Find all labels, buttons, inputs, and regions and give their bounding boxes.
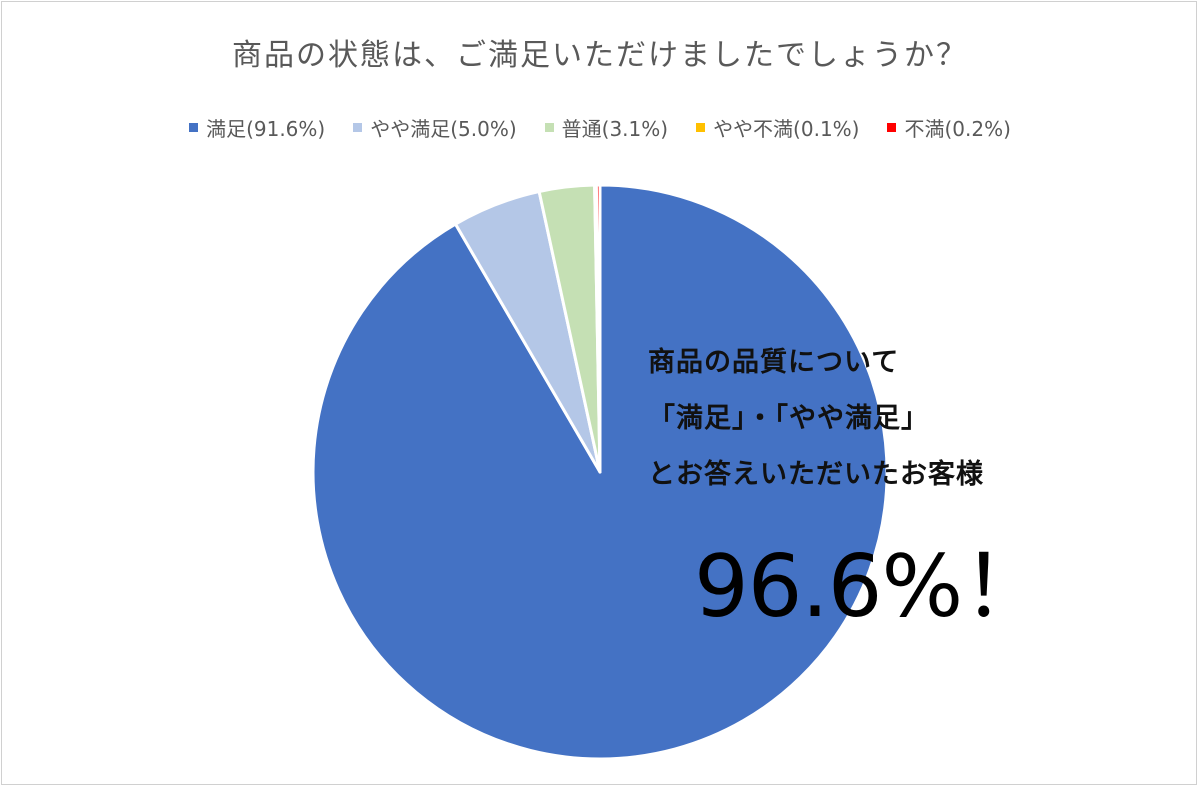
legend-item: 満足(91.6%) (189, 113, 325, 142)
legend-label: やや満足(5.0%) (370, 117, 517, 141)
legend-swatch (696, 123, 706, 132)
legend-swatch (887, 123, 897, 132)
annotation-line-3: とお答えいただいたお客様 (648, 459, 984, 490)
legend-item: 普通(3.1%) (544, 113, 669, 142)
legend-swatch (353, 123, 363, 132)
legend-item: やや不満(0.1%) (696, 113, 859, 142)
legend-item: 不満(0.2%) (887, 113, 1011, 142)
pie-slice (594, 183, 602, 474)
legend-label: 満足(91.6%) (206, 117, 326, 141)
chart-title: 商品の状態は、ご満足いただけましたでしょうか？ (232, 38, 968, 73)
legend-item: やや満足(5.0%) (353, 113, 517, 142)
legend-label: 普通(3.1%) (561, 117, 669, 141)
legend-swatch (189, 123, 199, 132)
legend-label: 不満(0.2%) (904, 117, 1011, 141)
legend-swatch (544, 123, 554, 132)
chart-legend: 満足(91.6%) やや満足(5.0%) 普通(3.1%) やや不満(0.1%) 不満(… (0, 113, 1200, 142)
annotation-line-1: 商品の品質について (648, 347, 900, 378)
legend-label: やや不満(0.1%) (713, 117, 860, 141)
annotation-line-2: 「満足」・「やや満足」 (648, 403, 929, 434)
annotation-highlight: 96.6%！ (694, 537, 1048, 637)
annotation-text: 商品の品質について 「満足」・「やや満足」 とお答えいただいたお客様 (648, 335, 984, 503)
